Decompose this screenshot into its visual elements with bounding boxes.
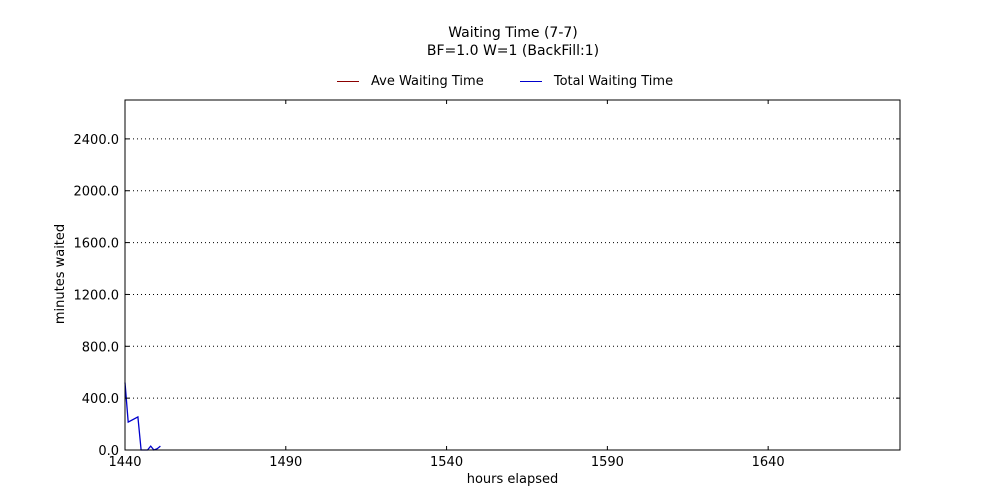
chart-title: Waiting Time (7-7) <box>448 25 578 41</box>
legend-swatch-ave <box>337 81 359 82</box>
x-tick-label: 1540 <box>430 455 463 470</box>
x-tick-label: 1440 <box>108 455 141 470</box>
x-axis-label: hours elapsed <box>467 472 559 487</box>
legend: Ave Waiting Time Total Waiting Time <box>337 71 705 89</box>
x-tick-label: 1640 <box>752 455 785 470</box>
y-axis-label: minutes waited <box>53 224 68 324</box>
series-line-1 <box>124 382 161 451</box>
legend-item-total: Total Waiting Time <box>519 74 674 89</box>
x-tick-label: 1490 <box>269 455 302 470</box>
legend-swatch-total <box>519 81 542 82</box>
plot-frame <box>124 99 901 451</box>
axis-ticks: 0.0 400.0 800.0 1200.0 1600.0 2000.0 2400.0 144… <box>74 100 900 470</box>
x-tick-label: 1590 <box>591 455 624 470</box>
y-tick-label: 1600.0 <box>74 237 120 252</box>
chart-subtitle: BF=1.0 W=1 (BackFill:1) <box>426 43 600 59</box>
y-tick-label: 2400.0 <box>74 133 120 148</box>
legend-label-ave: Ave Waiting Time <box>371 74 484 89</box>
y-tick-label: 800.0 <box>82 340 119 355</box>
y-tick-label: 0.0 <box>98 444 119 459</box>
y-tick-label: 2000.0 <box>74 185 120 200</box>
legend-item-ave: Ave Waiting Time <box>337 74 484 89</box>
series-lines <box>124 382 161 451</box>
y-tick-label: 1200.0 <box>74 288 120 303</box>
grid-lines <box>125 138 900 399</box>
y-tick-label: 400.0 <box>82 392 119 407</box>
legend-label-total: Total Waiting Time <box>553 74 674 89</box>
